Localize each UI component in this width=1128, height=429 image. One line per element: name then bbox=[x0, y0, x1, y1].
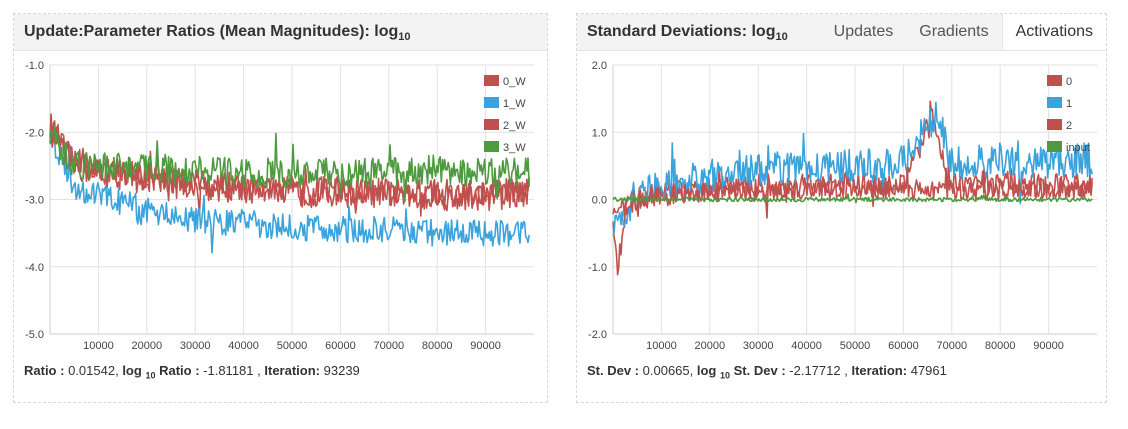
stddev-panel: Standard Deviations: log10 Updates Gradi… bbox=[576, 13, 1107, 403]
legend-label-3_W: 3_W bbox=[503, 142, 526, 154]
x-tick-label: 40000 bbox=[228, 340, 259, 352]
legend-label-2: 2 bbox=[1066, 120, 1072, 132]
legend-swatch-2 bbox=[1047, 119, 1062, 130]
series-line-2_W bbox=[49, 126, 530, 217]
stddev-panel-header: Standard Deviations: log10 Updates Gradi… bbox=[577, 14, 1106, 51]
x-tick-label: 30000 bbox=[743, 340, 774, 352]
legend-label-0_W: 0_W bbox=[503, 76, 526, 88]
x-tick-label: 50000 bbox=[277, 340, 308, 352]
tab-activations[interactable]: Activations bbox=[1001, 14, 1106, 50]
x-tick-label: 20000 bbox=[695, 340, 726, 352]
y-tick-label: -5.0 bbox=[25, 329, 44, 341]
stddev-panel-title: Standard Deviations: log10 bbox=[587, 23, 788, 44]
y-tick-label: -2.0 bbox=[25, 127, 44, 139]
legend-swatch-1 bbox=[1047, 97, 1062, 108]
stddev-tabs: Updates Gradients Activations bbox=[821, 14, 1106, 50]
y-tick-label: -2.0 bbox=[588, 329, 607, 341]
legend-swatch-3_W bbox=[484, 141, 499, 152]
y-tick-label: 1.0 bbox=[592, 127, 607, 139]
series-line-1 bbox=[612, 101, 1093, 236]
x-tick-label: 50000 bbox=[840, 340, 871, 352]
y-tick-label: -1.0 bbox=[25, 60, 44, 72]
legend-swatch-input bbox=[1047, 141, 1062, 152]
ratios-panel: Update:Parameter Ratios (Mean Magnitudes… bbox=[13, 13, 548, 403]
ratios-chart: -1.0 -2.0 -3.0 -4.0 -5.0 10000 20000 30000 40000… bbox=[25, 60, 534, 352]
legend-swatch-0 bbox=[1047, 75, 1062, 86]
x-tick-label: 20000 bbox=[132, 340, 163, 352]
x-tick-label: 60000 bbox=[325, 340, 356, 352]
x-tick-label: 90000 bbox=[470, 340, 501, 352]
x-tick-label: 30000 bbox=[180, 340, 211, 352]
tab-updates[interactable]: Updates bbox=[833, 23, 894, 40]
y-tick-label: -1.0 bbox=[588, 262, 607, 274]
stddev-readout: St. Dev : 0.00665, log 10 St. Dev : -2.1… bbox=[587, 363, 947, 381]
series-line-3_W bbox=[49, 125, 530, 203]
legend-label-input: input bbox=[1066, 142, 1090, 154]
y-tick-label: 0.0 bbox=[592, 195, 607, 207]
ratios-panel-header: Update:Parameter Ratios (Mean Magnitudes… bbox=[14, 14, 547, 51]
x-tick-label: 70000 bbox=[374, 340, 405, 352]
x-tick-label: 80000 bbox=[985, 340, 1016, 352]
x-tick-label: 40000 bbox=[791, 340, 822, 352]
series-line-1_W bbox=[49, 132, 530, 254]
ratios-readout: Ratio : 0.01542, log 10 Ratio : -1.81181… bbox=[24, 363, 360, 381]
legend-label-1: 1 bbox=[1066, 98, 1072, 110]
series-line-2 bbox=[612, 167, 1093, 219]
legend-swatch-0_W bbox=[484, 75, 499, 86]
y-tick-label: 2.0 bbox=[592, 60, 607, 72]
x-tick-label: 10000 bbox=[646, 340, 677, 352]
x-tick-label: 10000 bbox=[83, 340, 114, 352]
stddev-chart: 2.0 1.0 0.0 -1.0 -2.0 10000 20000 30000 40000 500… bbox=[588, 60, 1097, 352]
legend-swatch-2_W bbox=[484, 119, 499, 130]
series-line-input bbox=[612, 193, 1093, 204]
tab-gradients[interactable]: Gradients bbox=[919, 23, 989, 40]
y-tick-label: -4.0 bbox=[25, 262, 44, 274]
legend-label-0: 0 bbox=[1066, 76, 1072, 88]
legend-label-2_W: 2_W bbox=[503, 120, 526, 132]
y-tick-label: -3.0 bbox=[25, 195, 44, 207]
x-tick-label: 80000 bbox=[422, 340, 453, 352]
x-tick-label: 70000 bbox=[937, 340, 968, 352]
legend-swatch-1_W bbox=[484, 97, 499, 108]
x-tick-label: 90000 bbox=[1033, 340, 1064, 352]
x-tick-label: 60000 bbox=[888, 340, 919, 352]
ratios-panel-title: Update:Parameter Ratios (Mean Magnitudes… bbox=[24, 23, 411, 44]
legend-label-1_W: 1_W bbox=[503, 98, 526, 110]
